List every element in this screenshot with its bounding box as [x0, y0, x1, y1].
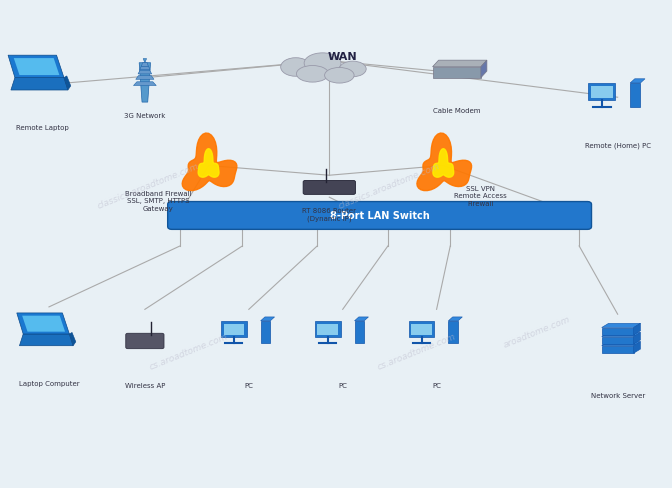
Polygon shape [198, 149, 219, 178]
Polygon shape [591, 87, 612, 99]
Text: aroadtome.com: aroadtome.com [503, 314, 572, 349]
Polygon shape [11, 79, 68, 91]
Polygon shape [433, 61, 487, 68]
Polygon shape [261, 317, 275, 321]
Polygon shape [17, 313, 69, 334]
Polygon shape [138, 71, 152, 75]
Ellipse shape [296, 66, 329, 83]
Polygon shape [314, 321, 341, 338]
Text: Network Server: Network Server [591, 392, 644, 398]
Polygon shape [634, 342, 640, 353]
Polygon shape [433, 68, 481, 79]
Text: RT 8086 Router
(Dynamic IP): RT 8086 Router (Dynamic IP) [302, 207, 356, 222]
Polygon shape [355, 321, 364, 344]
Polygon shape [64, 77, 71, 91]
Polygon shape [409, 321, 434, 338]
Polygon shape [601, 328, 634, 335]
Text: SSL VPN
Remote Access
Firewall: SSL VPN Remote Access Firewall [454, 185, 507, 206]
Polygon shape [134, 82, 157, 86]
Polygon shape [19, 334, 73, 346]
Polygon shape [601, 342, 640, 346]
Ellipse shape [325, 68, 354, 84]
Polygon shape [224, 325, 244, 336]
FancyBboxPatch shape [168, 202, 591, 230]
Polygon shape [143, 60, 146, 63]
Text: Remote (Home) PC: Remote (Home) PC [585, 142, 650, 148]
Text: Remote Laptop: Remote Laptop [16, 125, 69, 131]
Ellipse shape [281, 59, 311, 77]
Text: Wireless AP: Wireless AP [125, 383, 165, 388]
Ellipse shape [304, 54, 341, 74]
Polygon shape [141, 63, 149, 67]
Text: PC: PC [338, 383, 347, 388]
Polygon shape [136, 77, 154, 80]
Text: 8-Port LAN Switch: 8-Port LAN Switch [330, 211, 429, 221]
FancyBboxPatch shape [303, 181, 355, 195]
Polygon shape [433, 149, 454, 178]
Text: Cable Modem: Cable Modem [433, 108, 480, 114]
Polygon shape [634, 333, 640, 345]
Text: cs.aroadtome.com: cs.aroadtome.com [376, 331, 457, 371]
Text: Broadband Firewall
SSL, SMTP, HTTPS
Gateway: Broadband Firewall SSL, SMTP, HTTPS Gate… [125, 190, 192, 211]
Polygon shape [448, 321, 458, 344]
Text: PC: PC [432, 383, 441, 388]
Polygon shape [411, 325, 432, 336]
Polygon shape [22, 316, 65, 332]
Text: WAN: WAN [328, 52, 358, 61]
Polygon shape [261, 321, 270, 344]
Polygon shape [601, 346, 634, 353]
Text: PC: PC [245, 383, 253, 388]
Text: classics.aroadtome.com: classics.aroadtome.com [337, 161, 442, 210]
Polygon shape [481, 61, 487, 79]
Text: classics.aroadtome.com: classics.aroadtome.com [96, 161, 200, 210]
FancyBboxPatch shape [126, 334, 164, 349]
Polygon shape [601, 324, 640, 328]
Polygon shape [601, 333, 640, 337]
Text: 3G Network: 3G Network [124, 113, 165, 119]
Polygon shape [588, 84, 616, 101]
Polygon shape [8, 56, 64, 79]
Polygon shape [182, 134, 237, 191]
Polygon shape [140, 67, 150, 71]
Polygon shape [630, 84, 640, 108]
Polygon shape [417, 134, 472, 191]
Polygon shape [13, 59, 59, 76]
Polygon shape [221, 321, 247, 338]
Polygon shape [630, 80, 645, 84]
Polygon shape [634, 324, 640, 335]
Ellipse shape [339, 62, 366, 78]
Polygon shape [601, 337, 634, 345]
Polygon shape [448, 317, 462, 321]
Text: cs.aroadtome.com: cs.aroadtome.com [148, 331, 229, 371]
Polygon shape [139, 63, 151, 103]
Polygon shape [317, 325, 338, 336]
Polygon shape [69, 333, 76, 346]
Polygon shape [355, 317, 368, 321]
Text: Laptop Computer: Laptop Computer [19, 380, 79, 386]
